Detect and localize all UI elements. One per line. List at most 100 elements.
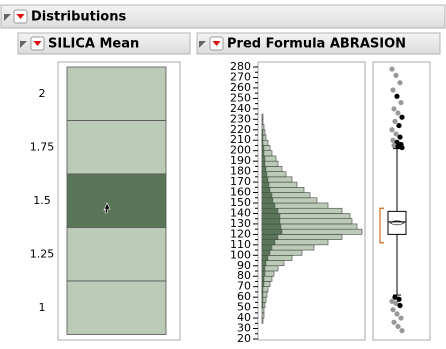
outlier[interactable] <box>391 106 397 112</box>
outlier[interactable] <box>393 131 399 137</box>
selected-bar <box>261 265 266 272</box>
level-label: 1.25 <box>30 247 55 260</box>
selected-bar <box>261 160 266 167</box>
y-tick-label: 170 <box>230 175 251 188</box>
disclosure[interactable] <box>199 41 206 48</box>
level-bar[interactable] <box>66 227 167 282</box>
y-tick-label: 280 <box>230 60 251 73</box>
outlier[interactable] <box>392 294 398 300</box>
y-tick-label: 250 <box>230 91 251 104</box>
y-tick-label: 200 <box>230 144 251 157</box>
y-tick-label: 20 <box>237 332 251 345</box>
histogram-bar[interactable] <box>261 124 265 131</box>
shortest-half <box>379 207 384 244</box>
selected-bar <box>261 255 269 261</box>
outlier[interactable] <box>393 72 399 78</box>
panel-title: SILICA Mean <box>48 37 139 52</box>
y-tick-label: 100 <box>230 248 251 261</box>
outlier[interactable] <box>390 137 396 143</box>
cursor <box>103 202 111 214</box>
disclosure[interactable] <box>4 14 11 21</box>
selected-bar <box>261 213 281 219</box>
selected-bar <box>261 181 270 188</box>
selected-bar <box>261 134 264 141</box>
selected-bar <box>261 291 264 298</box>
selected-bar <box>261 171 268 178</box>
outlier[interactable] <box>389 298 395 304</box>
level-bar[interactable] <box>66 173 167 228</box>
y-tick-label: 270 <box>230 70 251 83</box>
selected-bar <box>261 218 281 225</box>
selected-bar <box>261 296 264 303</box>
outlier[interactable] <box>399 328 405 334</box>
y-tick-label: 260 <box>230 81 251 94</box>
histogram-bar[interactable] <box>261 317 264 324</box>
y-tick-label: 210 <box>230 133 251 146</box>
outlier[interactable] <box>396 296 402 302</box>
level-label: 1.75 <box>30 140 55 153</box>
y-tick-label: 220 <box>230 123 251 136</box>
selected-bar <box>261 234 279 240</box>
selected-bar <box>261 187 271 193</box>
selected-bar <box>261 249 271 256</box>
y-tick-label: 150 <box>230 196 251 209</box>
outlier[interactable] <box>395 110 401 116</box>
menu-arrow <box>16 14 25 19</box>
menu-arrow <box>212 41 221 46</box>
selected-bar <box>261 228 283 235</box>
outlier[interactable] <box>389 127 395 133</box>
outlier[interactable] <box>395 323 401 330</box>
outlier[interactable] <box>390 307 396 313</box>
outlier[interactable] <box>394 93 400 99</box>
histogram-bar[interactable] <box>261 119 264 125</box>
selected-bar <box>261 244 273 251</box>
outlier[interactable] <box>399 144 405 151</box>
outlier[interactable] <box>397 80 403 86</box>
y-tick-label: 140 <box>230 206 251 219</box>
selected-bar <box>261 140 264 146</box>
selected-bar <box>261 155 266 162</box>
y-tick-label: 240 <box>230 102 251 115</box>
level-label: 2 <box>39 87 46 100</box>
outlier[interactable] <box>396 122 402 129</box>
selected-bar <box>261 270 266 277</box>
outlier[interactable] <box>391 142 397 149</box>
outlier[interactable] <box>399 114 405 120</box>
selected-bar <box>261 302 264 308</box>
level-label: 1.5 <box>33 194 51 207</box>
outlier[interactable] <box>391 319 397 325</box>
disclosure[interactable] <box>20 41 27 48</box>
y-tick-label: 30 <box>237 322 251 335</box>
outlier[interactable] <box>398 99 404 106</box>
outlier[interactable] <box>389 66 395 72</box>
selected-bar <box>261 129 264 136</box>
y-tick-label: 90 <box>237 259 251 272</box>
level-bar[interactable] <box>66 66 167 121</box>
outlier[interactable] <box>390 87 396 93</box>
outlier[interactable] <box>397 302 403 309</box>
y-tick-label: 80 <box>237 269 251 282</box>
outlier[interactable] <box>394 311 400 317</box>
level-bar[interactable] <box>66 120 167 175</box>
selected-bar <box>261 176 269 183</box>
histogram-bar[interactable] <box>261 307 265 314</box>
header-title: Distributions <box>31 10 126 25</box>
selected-bar <box>261 276 265 282</box>
y-tick-label: 60 <box>237 290 251 303</box>
outlier[interactable] <box>392 118 398 124</box>
histogram-bar[interactable] <box>261 312 265 319</box>
outlier[interactable] <box>397 134 403 140</box>
menu-arrow <box>33 41 42 46</box>
selected-bar <box>261 208 279 214</box>
outlier[interactable] <box>395 143 401 150</box>
outlier[interactable] <box>398 315 404 321</box>
histogram-bar[interactable] <box>261 113 264 120</box>
outlier[interactable] <box>393 300 399 307</box>
selected-bar <box>261 145 265 151</box>
selected-bar <box>261 286 264 293</box>
selected-bar <box>261 281 265 287</box>
panel-title: Pred Formula ABRASION <box>227 37 406 52</box>
y-tick-label: 110 <box>230 238 251 251</box>
level-bar[interactable] <box>66 280 167 335</box>
